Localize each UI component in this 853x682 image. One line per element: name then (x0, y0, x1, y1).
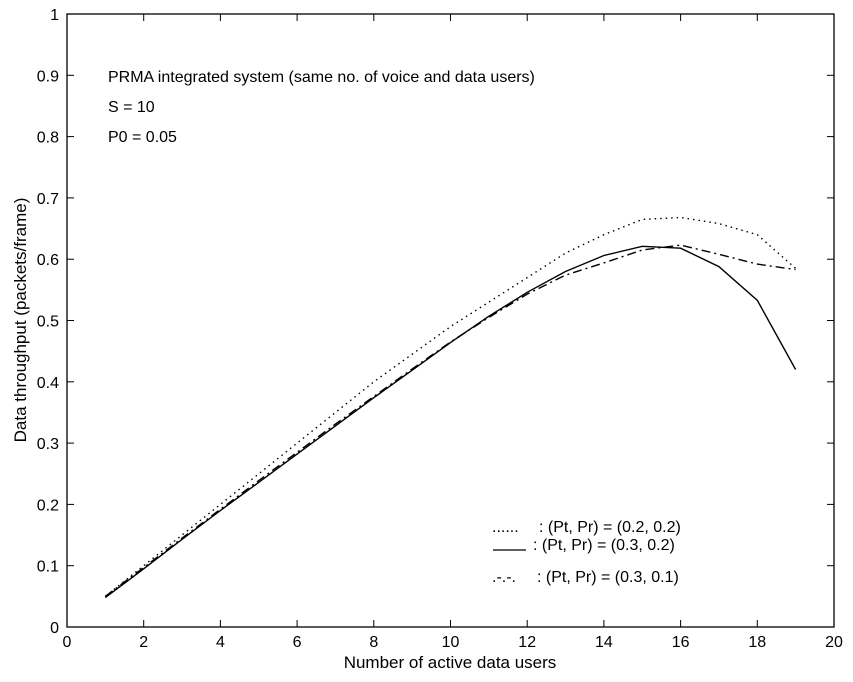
series-line-0 (104, 216, 797, 597)
x-tick-label-0: 0 (63, 634, 72, 651)
plot-frame (66, 13, 835, 628)
legend-marker-0: ...... (492, 519, 519, 536)
y-tick-label-0: 0 (50, 620, 59, 637)
y-tick-label-7: 0.7 (37, 191, 59, 208)
axis-tick-labels: 0 2 4 6 8 10 12 14 16 18 20 0 0.1 0.2 0.3 0.4 0.5 0.6 0.7 0… (37, 7, 843, 651)
x-tick-label-8: 16 (672, 634, 690, 651)
legend-marker-2: .-.-. (492, 569, 516, 586)
x-tick-label-5: 10 (442, 634, 460, 651)
annotation-s: S = 10 (108, 99, 155, 116)
y-tick-label-6: 0.6 (37, 252, 59, 269)
y-tick-label-9: 0.9 (37, 68, 59, 85)
x-tick-label-10: 20 (825, 634, 843, 651)
x-tick-label-9: 18 (748, 634, 766, 651)
y-tick-label-5: 0.5 (37, 314, 59, 331)
legend-label-1: : (Pt, Pr) = (0.3, 0.2) (533, 537, 675, 554)
y-tick-label-1: 0.1 (37, 559, 59, 576)
legend-entry-2: .-.-. : (Pt, Pr) = (0.3, 0.1) (492, 569, 679, 586)
legend: ...... : (Pt, Pr) = (0.2, 0.2) : (Pt, Pr… (492, 519, 681, 586)
x-tick-label-1: 2 (139, 634, 148, 651)
y-tick-label-3: 0.3 (37, 436, 59, 453)
series-line-1 (104, 245, 797, 599)
legend-label-2: : (Pt, Pr) = (0.3, 0.1) (537, 569, 679, 586)
y-tick-label-8: 0.8 (37, 130, 59, 147)
y-tick-label-2: 0.2 (37, 497, 59, 514)
x-tick-label-2: 4 (216, 634, 225, 651)
y-axis-title: Data throughput (packets/frame) (11, 198, 30, 443)
series-line-2 (104, 244, 796, 597)
x-tick-label-3: 6 (293, 634, 302, 651)
annotation-p0: P0 = 0.05 (108, 129, 177, 146)
legend-entry-0: ...... : (Pt, Pr) = (0.2, 0.2) (492, 519, 681, 536)
annotation-system: PRMA integrated system (same no. of voic… (108, 69, 535, 86)
x-tick-label-6: 12 (518, 634, 536, 651)
axis-ticks (66, 13, 835, 628)
legend-entry-1: : (Pt, Pr) = (0.3, 0.2) (493, 537, 675, 554)
legend-label-0: : (Pt, Pr) = (0.2, 0.2) (539, 519, 681, 536)
y-tick-label-10: 1 (50, 7, 59, 24)
series-lines (104, 216, 797, 599)
x-tick-label-7: 14 (595, 634, 613, 651)
x-tick-label-4: 8 (369, 634, 378, 651)
y-tick-label-4: 0.4 (37, 375, 59, 392)
x-axis-title: Number of active data users (344, 653, 557, 672)
